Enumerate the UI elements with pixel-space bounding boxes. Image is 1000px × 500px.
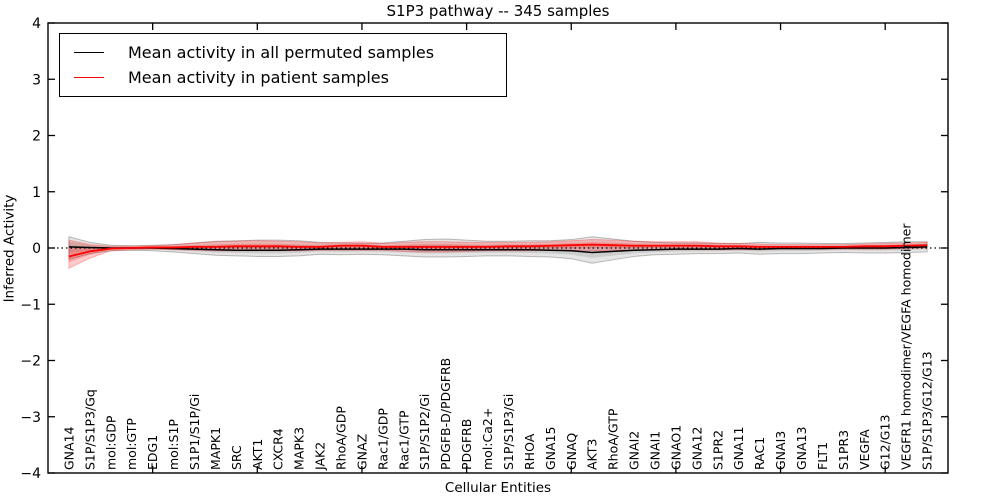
y-tick-labels: −4 −3 −2 −1 0 1 2 3 4 <box>20 16 41 482</box>
svg-text:S1P1/S1P/Gi: S1P1/S1P/Gi <box>187 394 202 470</box>
svg-text:mol:GDP: mol:GDP <box>103 415 118 470</box>
svg-text:FLT1: FLT1 <box>815 442 830 470</box>
svg-text:PDGFB-D/PDGFRB: PDGFB-D/PDGFRB <box>438 358 453 470</box>
svg-text:G12/G13: G12/G13 <box>878 415 893 470</box>
svg-text:S1PR2: S1PR2 <box>710 430 725 470</box>
legend-item-patient: Mean activity in patient samples <box>60 67 506 87</box>
svg-text:GNAQ: GNAQ <box>564 433 579 470</box>
chart-title: S1P3 pathway -- 345 samples <box>386 2 610 20</box>
svg-text:Rac1/GDP: Rac1/GDP <box>375 408 390 470</box>
svg-text:−4: −4 <box>20 466 41 482</box>
svg-text:GNAZ: GNAZ <box>355 434 370 470</box>
y-axis-ticks <box>48 22 948 474</box>
svg-text:mol:GTP: mol:GTP <box>124 418 139 470</box>
svg-text:0: 0 <box>32 241 41 257</box>
x-axis-ticks <box>152 23 886 473</box>
svg-text:S1P/S1P3/G12/G13: S1P/S1P3/G12/G13 <box>920 351 935 470</box>
svg-text:GNA14: GNA14 <box>61 426 76 470</box>
svg-text:SRC: SRC <box>229 445 244 470</box>
svg-text:MAPK1: MAPK1 <box>208 427 223 470</box>
svg-text:S1P/S1P3/Gi: S1P/S1P3/Gi <box>501 394 516 470</box>
y-axis-label: Inferred Activity <box>1 194 18 303</box>
permuted-line-swatch-icon <box>74 52 104 54</box>
svg-text:RAC1: RAC1 <box>752 437 767 470</box>
x-axis-label: Cellular Entities <box>444 480 552 496</box>
svg-text:GNAI1: GNAI1 <box>648 431 663 470</box>
svg-text:AKT3: AKT3 <box>585 439 600 470</box>
svg-text:GNAI3: GNAI3 <box>773 431 788 470</box>
legend-item-label: Mean activity in patient samples <box>128 67 389 87</box>
svg-text:JAK2: JAK2 <box>313 442 328 471</box>
svg-text:RhoA/GTP: RhoA/GTP <box>606 408 621 470</box>
svg-text:GNAO1: GNAO1 <box>668 425 683 470</box>
patient-line-swatch-icon <box>74 76 104 78</box>
svg-text:RHOA: RHOA <box>522 433 537 470</box>
svg-text:S1P/S1P3/Gq: S1P/S1P3/Gq <box>82 389 97 470</box>
legend: Mean activity in all permuted samples Me… <box>59 33 507 97</box>
svg-text:VEGFA: VEGFA <box>857 429 872 470</box>
svg-text:GNA13: GNA13 <box>794 427 809 471</box>
svg-text:mol:Ca2+: mol:Ca2+ <box>480 408 495 470</box>
legend-item-permuted: Mean activity in all permuted samples <box>60 44 506 62</box>
svg-text:−2: −2 <box>20 354 41 370</box>
svg-text:GNAI2: GNAI2 <box>627 431 642 470</box>
svg-text:2: 2 <box>32 129 41 145</box>
svg-text:EDG1: EDG1 <box>145 435 160 470</box>
svg-text:4: 4 <box>32 16 41 32</box>
svg-text:Rac1/GTP: Rac1/GTP <box>396 410 411 470</box>
svg-text:3: 3 <box>32 72 41 88</box>
svg-text:MAPK3: MAPK3 <box>292 427 307 470</box>
series-line-patient <box>68 243 928 258</box>
svg-text:S1P/S1P2/Gi: S1P/S1P2/Gi <box>417 394 432 470</box>
x-category-labels: GNA14 S1P/S1P3/Gq mol:GDP mol:GTP EDG1 mol:S1… <box>61 223 934 471</box>
series-line-permuted <box>68 246 928 254</box>
svg-text:S1PR3: S1PR3 <box>836 430 851 470</box>
svg-text:−1: −1 <box>20 297 41 313</box>
legend-item-label: Mean activity in all permuted samples <box>128 42 435 62</box>
svg-text:1: 1 <box>32 185 41 201</box>
svg-text:GNA15: GNA15 <box>543 427 558 471</box>
svg-text:GNA12: GNA12 <box>689 427 704 471</box>
svg-text:−3: −3 <box>20 410 41 426</box>
svg-text:PDGFRB: PDGFRB <box>459 419 474 470</box>
svg-text:GNA11: GNA11 <box>731 427 746 471</box>
svg-text:mol:S1P: mol:S1P <box>166 419 181 470</box>
svg-text:CXCR4: CXCR4 <box>271 428 286 470</box>
svg-text:AKT1: AKT1 <box>250 439 265 470</box>
svg-text:RhoA/GDP: RhoA/GDP <box>334 406 349 470</box>
svg-text:VEGFR1 homodimer/VEGFA homodim: VEGFR1 homodimer/VEGFA homodimer <box>899 223 914 470</box>
